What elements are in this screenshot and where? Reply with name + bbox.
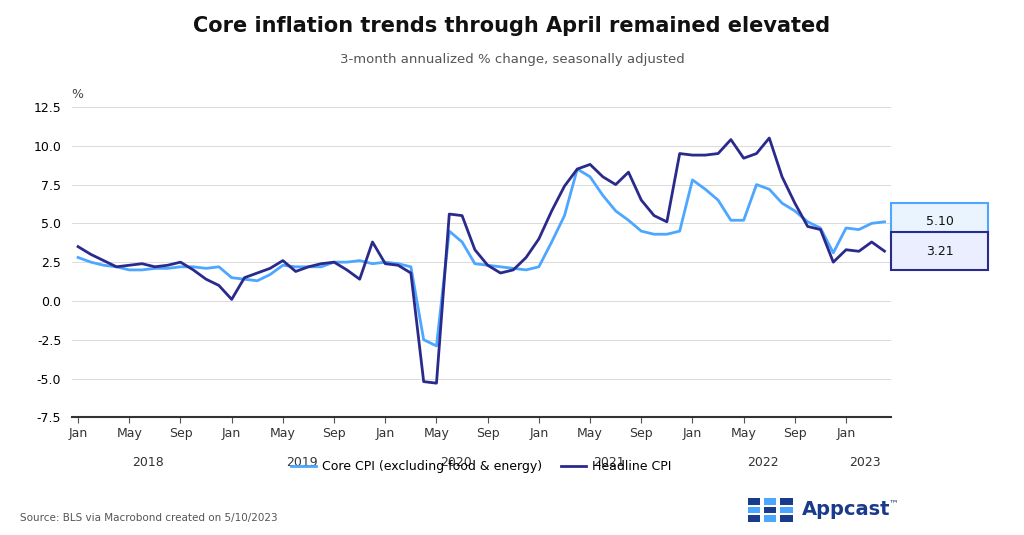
Text: 2018: 2018 — [132, 456, 165, 469]
Text: ™: ™ — [889, 498, 899, 508]
Text: 2020: 2020 — [439, 456, 472, 469]
Text: 2021: 2021 — [594, 456, 625, 469]
Text: Appcast: Appcast — [802, 500, 890, 519]
Text: Source: BLS via Macrobond created on 5/10/2023: Source: BLS via Macrobond created on 5/1… — [20, 513, 279, 523]
Text: 3.21: 3.21 — [926, 244, 953, 258]
Text: 2019: 2019 — [287, 456, 317, 469]
Text: Core inflation trends through April remained elevated: Core inflation trends through April rema… — [194, 16, 830, 36]
Text: 2022: 2022 — [748, 456, 778, 469]
Text: %: % — [72, 88, 84, 101]
Text: 3-month annualized % change, seasonally adjusted: 3-month annualized % change, seasonally … — [340, 54, 684, 66]
Text: 2023: 2023 — [850, 456, 881, 469]
Text: 5.10: 5.10 — [926, 215, 953, 228]
Legend: Core CPI (excluding food & energy), Headline CPI: Core CPI (excluding food & energy), Head… — [286, 455, 677, 478]
